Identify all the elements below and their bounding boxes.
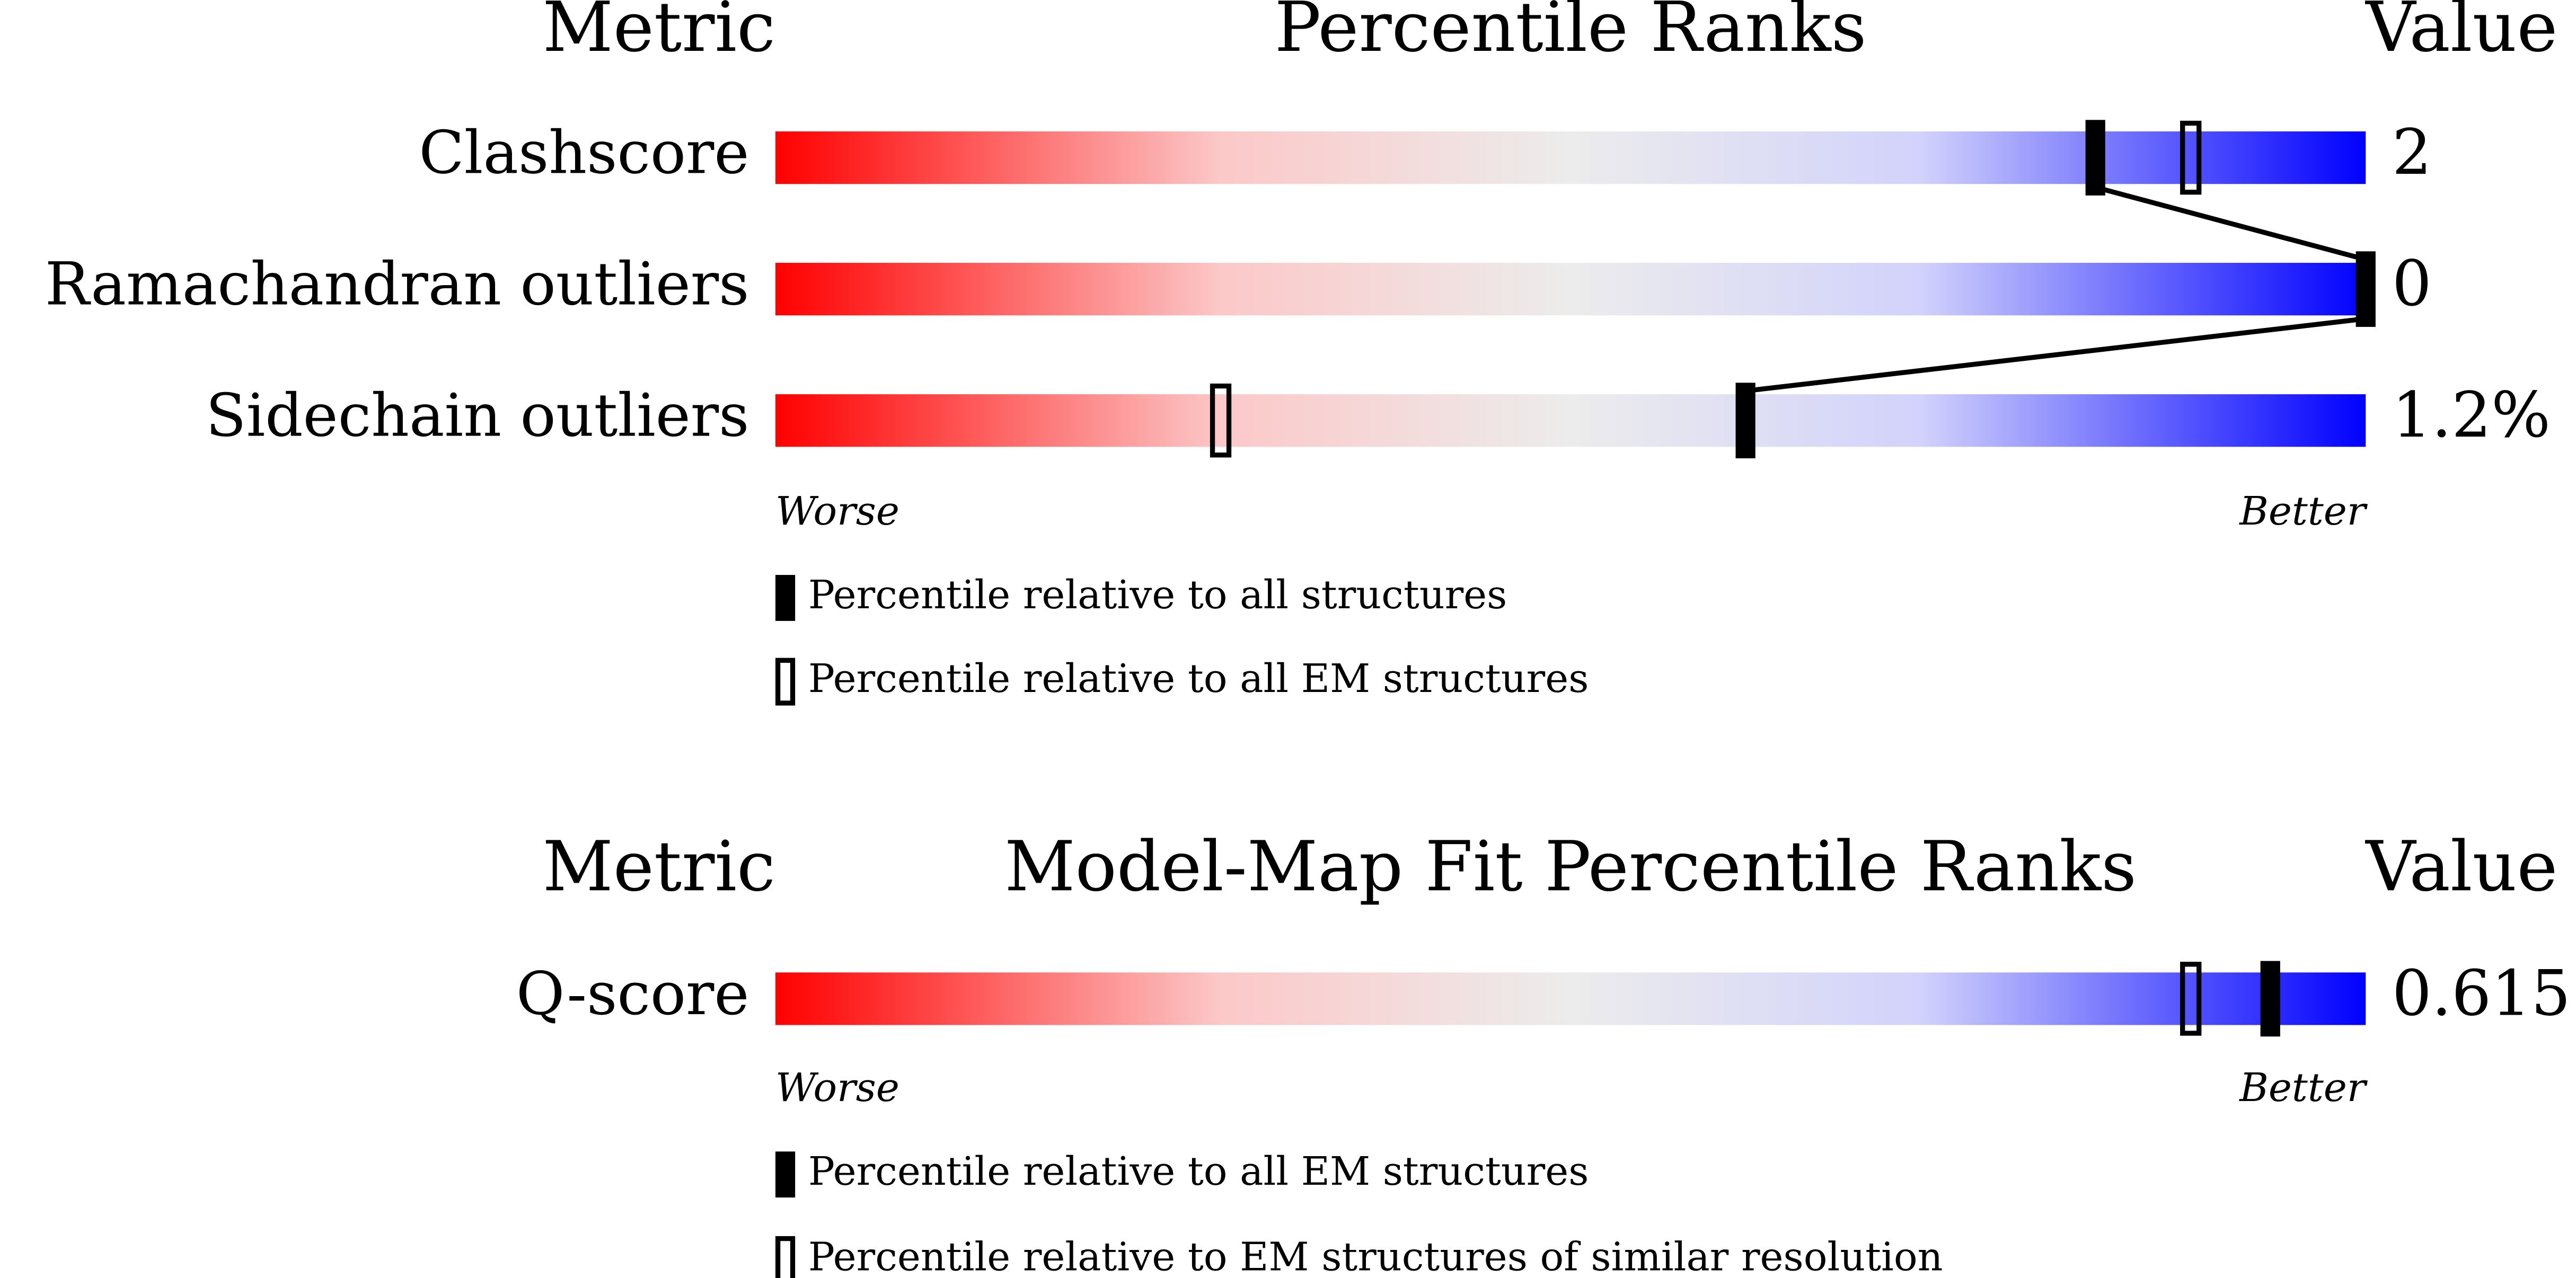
worse-label: Worse — [775, 488, 899, 534]
panel-title: Percentile Ranks — [1275, 0, 1867, 67]
legend-filled: Percentile relative to all structures — [808, 572, 1507, 618]
better-label: Better — [2238, 488, 2368, 534]
connector — [1745, 316, 2366, 394]
slider-bar — [775, 131, 2366, 184]
legend-open: Percentile relative to EM structures of … — [808, 1233, 1943, 1278]
legend-open-swatch — [775, 1236, 796, 1278]
value-header: Value — [2365, 0, 2557, 67]
filled-marker — [1735, 383, 1755, 458]
metric-label: Sidechain outliers — [206, 381, 749, 450]
open-marker — [2180, 962, 2202, 1036]
metric-label: Q-score — [516, 960, 749, 1028]
better-label: Better — [2238, 1064, 2368, 1111]
metric-value: 0 — [2392, 247, 2432, 320]
legend-open: Percentile relative to all EM structures — [808, 655, 1589, 702]
metric-header: Metric — [543, 826, 775, 907]
legend-filled: Percentile relative to all EM structures — [808, 1148, 1589, 1194]
metric-label: Ramachandran outliers — [45, 250, 749, 319]
legend-open-swatch — [775, 658, 796, 706]
filled-marker — [2085, 120, 2105, 196]
slider-bar — [775, 394, 2366, 447]
filled-marker — [2260, 961, 2280, 1037]
open-marker — [2180, 120, 2202, 195]
connector — [2095, 184, 2367, 262]
metric-value: 2 — [2392, 116, 2432, 189]
metric-header: Metric — [543, 0, 775, 67]
legend-filled-swatch — [775, 1151, 796, 1198]
filled-marker — [2356, 251, 2376, 327]
slider-bar — [775, 972, 2366, 1025]
metric-label: Clashscore — [419, 119, 749, 188]
value-header: Value — [2365, 826, 2557, 907]
worse-label: Worse — [775, 1064, 899, 1111]
metric-value: 0.615 — [2392, 957, 2571, 1030]
legend-filled-swatch — [775, 575, 796, 621]
slider-bar — [775, 263, 2366, 316]
metric-value: 1.2% — [2392, 379, 2551, 451]
panel-title: Model-Map Fit Percentile Ranks — [1004, 826, 2137, 907]
open-marker — [1210, 383, 1232, 458]
